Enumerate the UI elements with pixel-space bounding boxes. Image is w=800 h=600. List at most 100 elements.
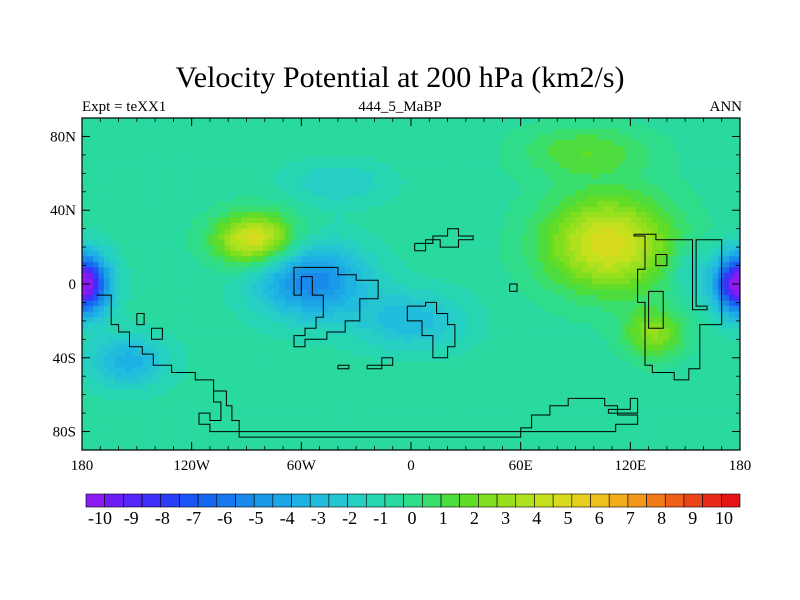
field-cell <box>345 272 352 280</box>
field-cell <box>416 195 423 202</box>
field-cell <box>553 289 560 296</box>
field-cell <box>114 284 121 291</box>
field-cell <box>591 306 599 313</box>
field-cell <box>213 300 220 307</box>
field-cell <box>487 123 494 130</box>
field-cell <box>394 256 401 263</box>
field-cell <box>284 212 291 219</box>
field-cell <box>427 278 434 285</box>
field-cell <box>498 206 505 213</box>
field-cell <box>251 223 259 230</box>
field-cell <box>553 295 560 302</box>
field-cell <box>602 234 609 241</box>
field-cell <box>92 145 100 152</box>
field-cell <box>142 212 149 219</box>
field-cell <box>734 167 740 174</box>
field-cell <box>92 284 100 291</box>
field-cell <box>350 167 357 174</box>
field-cell <box>537 118 544 125</box>
field-cell <box>213 289 220 296</box>
field-cell <box>257 156 264 163</box>
field-cell <box>125 151 132 158</box>
field-cell <box>345 195 352 202</box>
field-cell <box>515 178 522 185</box>
field-cell <box>487 322 494 329</box>
field-cell <box>208 134 215 141</box>
field-cell <box>230 217 237 224</box>
field-cell <box>520 322 527 329</box>
field-cell <box>707 129 714 136</box>
field-cell <box>103 223 111 230</box>
field-cell <box>147 184 154 191</box>
field-cell <box>641 195 648 202</box>
field-cell <box>273 228 280 235</box>
field-cell <box>668 123 675 130</box>
field-cell <box>449 317 456 324</box>
field-cell <box>729 217 736 224</box>
field-cell <box>613 134 620 141</box>
field-cell <box>476 344 483 351</box>
field-cell <box>619 267 626 274</box>
field-cell <box>273 322 280 329</box>
field-cell <box>191 317 198 324</box>
field-cell <box>92 328 100 335</box>
field-cell <box>136 289 143 296</box>
field-cell <box>608 256 615 263</box>
field-cell <box>602 184 609 191</box>
field-cell <box>696 234 703 241</box>
field-cell <box>613 212 620 219</box>
field-cell <box>175 217 182 224</box>
field-cell <box>82 317 89 324</box>
field-cell <box>301 295 308 302</box>
field-cell <box>136 261 143 268</box>
field-cell <box>120 156 127 163</box>
field-cell <box>542 162 549 169</box>
field-cell <box>125 156 132 163</box>
field-cell <box>575 250 582 257</box>
field-cell <box>153 311 160 318</box>
field-cell <box>191 212 198 219</box>
field-cell <box>213 333 220 340</box>
field-cell <box>312 145 319 152</box>
field-cell <box>82 256 89 263</box>
field-cell <box>690 145 697 152</box>
field-cell <box>301 123 308 130</box>
field-cell <box>685 289 692 296</box>
field-cell <box>641 167 648 174</box>
field-cell <box>734 156 740 163</box>
field-cell <box>312 267 319 274</box>
field-cell <box>641 234 648 241</box>
field-cell <box>262 339 270 346</box>
field-cell <box>186 339 193 346</box>
field-cell <box>729 322 736 329</box>
field-cell <box>175 272 182 280</box>
field-cell <box>465 118 472 125</box>
field-cell <box>131 140 138 147</box>
field-cell <box>202 261 209 268</box>
field-cell <box>635 118 642 125</box>
field-cell <box>608 156 615 163</box>
field-cell <box>202 217 209 224</box>
field-cell <box>383 295 390 302</box>
field-cell <box>339 145 346 152</box>
field-cell <box>701 295 708 302</box>
field-cell <box>180 295 187 302</box>
field-cell <box>400 228 407 235</box>
field-cell <box>597 195 604 202</box>
field-cell <box>641 201 648 208</box>
field-cell <box>175 328 182 335</box>
field-cell <box>230 344 237 351</box>
field-cell <box>367 173 374 180</box>
field-cell <box>262 333 270 340</box>
field-cell <box>427 328 434 335</box>
field-cell <box>570 184 577 191</box>
field-cell <box>646 178 653 185</box>
field-cell <box>312 167 319 174</box>
field-cell <box>712 123 719 130</box>
field-cell <box>531 212 538 219</box>
field-cell <box>646 234 653 241</box>
field-cell <box>147 162 154 169</box>
field-cell <box>147 173 154 180</box>
field-cell <box>465 195 472 202</box>
field-cell <box>219 140 226 147</box>
